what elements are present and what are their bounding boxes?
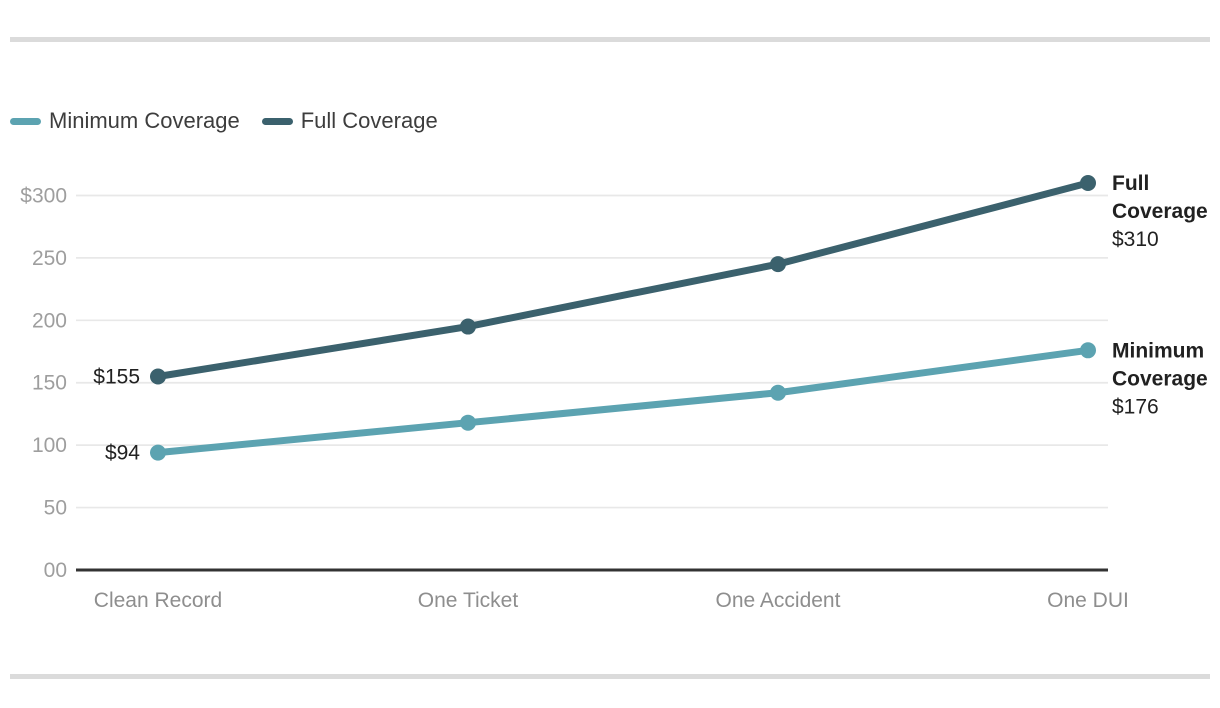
top-divider [10,37,1210,42]
data-point-full-coverage[interactable] [460,318,476,335]
data-point-minimum-coverage[interactable] [1080,342,1096,359]
y-tick-label: 50 [44,497,67,520]
bottom-divider [10,674,1210,679]
legend-item-minimum-coverage[interactable]: Minimum Coverage [10,110,240,132]
series-end-value-minimum-coverage: $176 [1112,395,1159,418]
x-tick-label: One DUI [1047,589,1129,612]
y-tick-label: $300 [20,184,67,207]
data-point-minimum-coverage[interactable] [770,384,786,401]
y-tick-label: 250 [32,247,67,270]
x-tick-label: Clean Record [94,589,222,612]
data-point-full-coverage[interactable] [150,368,166,385]
point-value-label-full-coverage: $155 [93,365,140,388]
series-end-label-full-coverage: Coverage [1112,200,1208,223]
legend-swatch-minimum-coverage [10,117,41,125]
series-end-value-full-coverage: $310 [1112,228,1159,251]
y-tick-label: 200 [32,309,67,332]
data-point-full-coverage[interactable] [1080,174,1096,191]
legend-label-full-coverage: Full Coverage [300,108,438,133]
x-tick-label: One Accident [716,589,841,612]
data-point-minimum-coverage[interactable] [460,414,476,431]
y-tick-label: 100 [32,434,67,457]
data-point-minimum-coverage[interactable] [150,444,166,461]
x-tick-label: One Ticket [418,589,519,612]
series-end-label-minimum-coverage: Minimum [1112,339,1204,362]
legend-item-full-coverage[interactable]: Full Coverage [261,108,438,133]
y-tick-label: 00 [44,559,67,582]
chart-legend: Minimum Coverage Full Coverage [10,110,438,132]
series-line-full-coverage [154,179,1092,380]
legend-label-minimum-coverage: Minimum Coverage [49,108,240,133]
legend-swatch-full-coverage [261,117,293,125]
series-end-label-full-coverage: Full [1112,172,1149,195]
series-line-minimum-coverage [154,346,1092,457]
series-end-label-minimum-coverage: Coverage [1112,367,1208,390]
data-point-full-coverage[interactable] [770,256,786,273]
y-tick-label: 150 [32,372,67,395]
point-value-label-minimum-coverage: $94 [105,442,140,465]
